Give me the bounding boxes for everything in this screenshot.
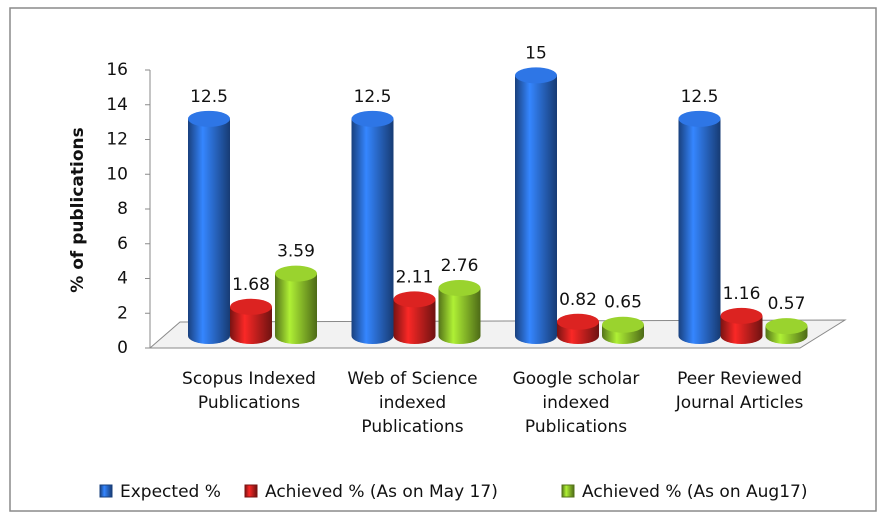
bar-top — [720, 307, 763, 324]
chart-border — [9, 7, 877, 512]
bar-top — [188, 110, 230, 127]
bar-top — [393, 291, 436, 308]
legend-label: Achieved % (As on May 17) — [265, 482, 498, 502]
bar — [351, 110, 394, 344]
floor — [148, 319, 847, 349]
bar-top — [275, 265, 317, 282]
bar-top — [438, 280, 481, 297]
y-tick-label: 10 — [106, 164, 128, 184]
bar-top — [678, 110, 721, 127]
bar — [720, 307, 763, 344]
bar-top — [515, 67, 557, 84]
bar-body — [275, 273, 317, 336]
bar-body — [188, 118, 230, 336]
bar-top — [557, 313, 599, 330]
bar-body — [515, 75, 557, 336]
value-label: 0.82 — [559, 290, 597, 310]
bar-top — [602, 316, 644, 333]
bar-top — [230, 298, 272, 315]
value-label: 0.65 — [604, 293, 642, 313]
bar — [765, 318, 808, 344]
bar — [230, 298, 272, 344]
value-label: 2.76 — [441, 256, 479, 276]
x-tick-label: Scopus Indexed Publications — [182, 369, 316, 413]
y-axis-label: % of publications — [68, 127, 88, 292]
bar — [678, 110, 721, 344]
y-tick-label: 16 — [106, 60, 128, 80]
y-tick-label: 0 — [117, 338, 128, 358]
y-tick-label: 12 — [106, 130, 128, 150]
value-label: 12.5 — [354, 87, 392, 107]
y-tick-label: 6 — [117, 234, 128, 254]
bar — [557, 313, 599, 344]
bar — [602, 316, 644, 344]
bar-body — [678, 118, 721, 336]
legend-label: Achieved % (As on Aug17) — [582, 482, 807, 502]
bar-top — [765, 318, 808, 335]
legend-swatch — [99, 484, 113, 498]
y-tick-label: 2 — [117, 303, 128, 323]
legend-swatch — [561, 484, 575, 498]
value-label: 12.5 — [681, 87, 719, 107]
bar — [438, 280, 481, 344]
bar — [188, 110, 230, 344]
value-label: 12.5 — [190, 87, 228, 107]
bar — [275, 265, 317, 344]
y-tick-label: 4 — [117, 269, 128, 289]
legend-swatch — [244, 484, 258, 498]
y-tick-label: 14 — [106, 95, 128, 115]
value-label: 1.16 — [723, 284, 761, 304]
value-label: 0.57 — [768, 294, 806, 314]
value-label: 2.11 — [396, 267, 434, 287]
bar — [515, 67, 557, 344]
value-label: 3.59 — [277, 242, 315, 262]
y-tick-label: 8 — [117, 199, 128, 219]
bar-top — [351, 110, 394, 127]
x-tick-label: Google scholar indexed Publications — [512, 369, 640, 437]
x-tick-label: Web of Science indexed Publications — [347, 369, 478, 437]
bar — [393, 291, 436, 344]
x-tick-label: Peer Reviewed Journal Articles — [675, 369, 804, 413]
value-label: 1.68 — [232, 275, 270, 295]
bar-body — [351, 118, 394, 336]
value-label: 15 — [525, 43, 547, 63]
legend-label: Expected % — [120, 482, 221, 502]
